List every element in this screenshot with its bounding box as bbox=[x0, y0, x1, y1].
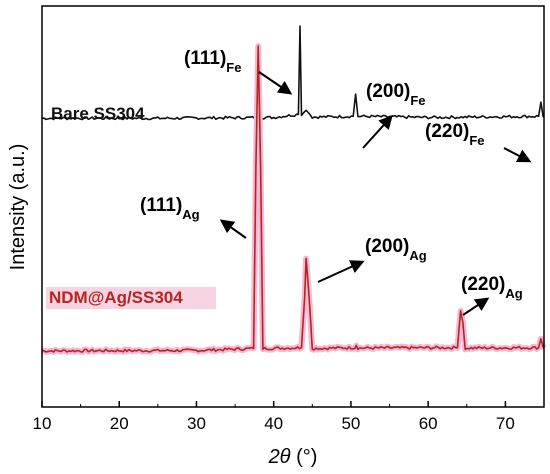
x-axis-title: 2θ (°) bbox=[268, 446, 318, 468]
x-axis-symbol: 2θ bbox=[268, 446, 291, 468]
peak-label-220-fe: (220)Fe bbox=[425, 121, 485, 148]
arrow-111-ag bbox=[219, 219, 247, 239]
series-layer bbox=[40, 25, 547, 355]
peak-label-220-ag: (220)Ag bbox=[461, 274, 523, 301]
peak-phase: Fe bbox=[226, 60, 241, 75]
x-axis-unit: (°) bbox=[291, 446, 318, 468]
x-tick-label: 70 bbox=[496, 414, 515, 433]
peak-hkl: 220 bbox=[467, 274, 499, 295]
x-tick-label: 20 bbox=[110, 414, 129, 433]
peak-phase: Ag bbox=[505, 286, 522, 301]
arrow-220-ag bbox=[462, 297, 490, 316]
x-tick-label: 60 bbox=[419, 414, 438, 433]
peak-hkl: 111 bbox=[190, 48, 220, 69]
peak-phase: Fe bbox=[410, 93, 425, 108]
peak-label-111-ag: (111)Ag bbox=[140, 195, 200, 222]
peak-arrows bbox=[219, 71, 532, 316]
series-bare-ss304-line bbox=[41, 25, 544, 121]
series-ndm-ag-ss304-line bbox=[41, 45, 545, 353]
series-label-ndm-highlight bbox=[46, 287, 216, 309]
peak-label-111-fe: (111)Fe bbox=[184, 48, 241, 75]
peak-hkl: 200 bbox=[371, 236, 403, 257]
x-tick-label: 50 bbox=[341, 414, 360, 433]
peak-hkl: 200 bbox=[372, 81, 404, 102]
peak-phase: Ag bbox=[182, 207, 199, 222]
x-tick-label: 40 bbox=[264, 414, 283, 433]
peak-phase: Ag bbox=[409, 248, 426, 263]
peak-hkl: 111 bbox=[146, 195, 176, 216]
plot-frame bbox=[41, 5, 545, 408]
y-axis-title: Intensity (a.u.) bbox=[7, 144, 29, 271]
x-tick-label: 10 bbox=[33, 414, 52, 433]
arrow-111-fe bbox=[258, 71, 293, 95]
peak-phase: Fe bbox=[469, 133, 484, 148]
peak-label-200-fe: (200)Fe bbox=[366, 81, 426, 108]
arrow-200-fe bbox=[362, 114, 393, 149]
x-tick-label: 30 bbox=[187, 414, 206, 433]
arrow-200-ag bbox=[317, 260, 365, 283]
peak-hkl: 220 bbox=[431, 121, 463, 142]
peak-label-200-ag: (200)Ag bbox=[365, 236, 427, 263]
arrow-220-fe bbox=[503, 147, 532, 163]
series-label-bare-ss304: Bare SS304 bbox=[51, 104, 145, 123]
series-label-ndm-ag-ss304: NDM@Ag/SS304 bbox=[49, 288, 183, 307]
x-ticks: 10 20 30 40 50 60 70 bbox=[33, 401, 515, 433]
